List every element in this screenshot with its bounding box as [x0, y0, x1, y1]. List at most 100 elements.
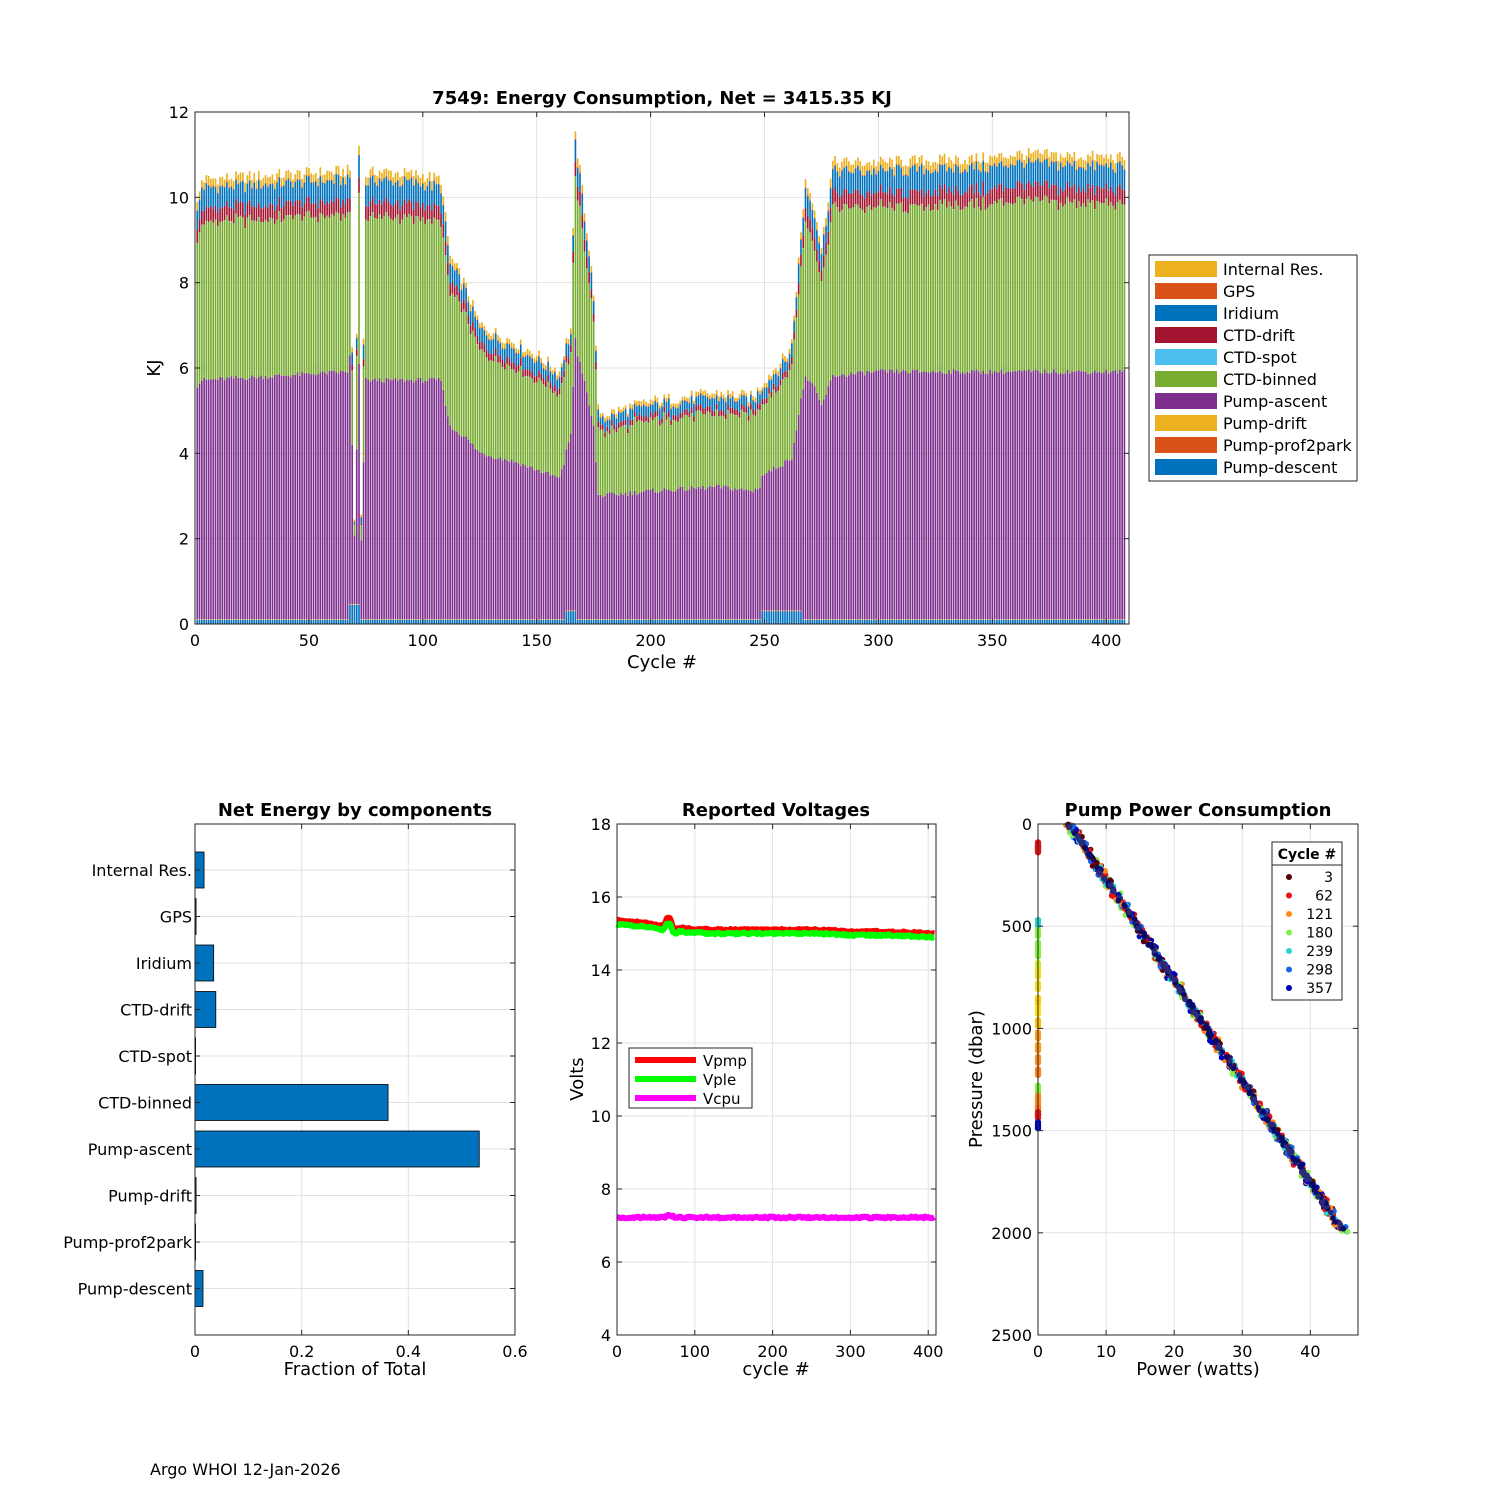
bar-segment-iridium: [898, 165, 900, 188]
bar-segment-gps: [333, 183, 335, 184]
energy-bar-cycle: [351, 347, 353, 624]
bar-segment-pump-ascent: [802, 390, 804, 620]
bar-segment-pump-descent: [641, 620, 643, 624]
bar-segment-pump-descent: [367, 620, 369, 624]
bar-segment-internal-res: [1044, 150, 1046, 159]
bar-segment-pump-descent: [932, 620, 934, 624]
bar-segment-ctd-drift: [351, 365, 353, 371]
bar-segment-iridium: [258, 180, 260, 203]
bar-segment-iridium: [518, 354, 520, 365]
bar-segment-internal-res: [515, 348, 517, 352]
bar-segment-pump-descent: [923, 620, 925, 624]
bar-segment-ctd-binned: [258, 217, 260, 376]
energy-bar-cycle: [821, 248, 823, 624]
bar-segment-pump-descent: [679, 620, 681, 624]
bar-segment-pump-descent: [240, 620, 242, 624]
energy-bar-cycle: [545, 365, 547, 624]
bar-segment-pump-descent: [381, 620, 383, 624]
bar-segment-ctd-drift: [292, 206, 294, 220]
bar-segment-iridium: [388, 180, 390, 202]
bar-segment-pump-ascent: [212, 379, 214, 619]
bar-segment-iridium: [370, 178, 372, 201]
bar-segment-internal-res: [315, 173, 317, 181]
energy-bar-cycle: [730, 394, 732, 624]
bar-segment-ctd-drift: [700, 405, 702, 411]
energy-bar-cycle: [495, 328, 497, 624]
bar-segment-pump-descent: [987, 620, 989, 624]
bar-segment-ctd-binned: [301, 221, 303, 372]
energy-bar-cycle: [912, 156, 914, 624]
bar-segment-pump-ascent: [552, 475, 554, 619]
bar-segment-internal-res: [837, 163, 839, 171]
bar-segment-pump-ascent: [556, 477, 558, 619]
bar-segment-internal-res: [493, 333, 495, 338]
bar-segment-internal-res: [960, 164, 962, 172]
bar-segment-pump-ascent: [294, 375, 296, 619]
bar-segment-internal-res: [759, 390, 761, 394]
bar-segment-internal-res: [966, 164, 968, 171]
energy-bar-cycle: [948, 157, 950, 624]
energy-bar-cycle: [242, 173, 244, 624]
bar-segment-pump-descent: [395, 620, 397, 624]
bar-segment-ctd-binned: [793, 340, 795, 443]
energy-bar-cycle: [625, 405, 627, 624]
bar-segment-ctd-binned: [340, 221, 342, 370]
bar-segment-internal-res: [285, 171, 287, 180]
bar-segment-iridium: [470, 312, 472, 326]
bar-segment-ctd-binned: [1007, 203, 1009, 371]
bar-segment-pump-ascent: [645, 490, 647, 619]
bar-segment-internal-res: [438, 176, 440, 184]
bar-segment-ctd-drift: [889, 187, 891, 202]
bar-segment-ctd-drift: [693, 417, 695, 422]
bar-segment-ctd-binned: [668, 417, 670, 489]
bar-segment-internal-res: [780, 364, 782, 368]
energy-bar-cycle: [497, 335, 499, 624]
bar-segment-ctd-drift: [267, 208, 269, 222]
bar-segment-ctd-binned: [281, 222, 283, 375]
bar-segment-gps: [684, 400, 686, 401]
energy-bar-cycle: [1085, 161, 1087, 624]
bar-segment-ctd-binned: [989, 205, 991, 370]
bar-segment-pump-descent: [401, 620, 403, 624]
bar-segment-pump-ascent: [490, 456, 492, 619]
bar-segment-gps: [611, 413, 613, 414]
bar-segment-pump-ascent: [543, 473, 545, 619]
bar-segment-pump-ascent: [1078, 370, 1080, 619]
bar-segment-internal-res: [812, 203, 814, 209]
energy-bar-cycle: [857, 158, 859, 624]
bar-segment-ctd-binned: [650, 418, 652, 490]
energy-bar-cycle: [670, 404, 672, 624]
bar-segment-internal-res: [789, 349, 791, 354]
bar-segment-ctd-binned: [449, 296, 451, 425]
energy-bar-cycle: [543, 363, 545, 624]
x-tick-label: 250: [749, 631, 780, 650]
bar-segment-iridium: [299, 180, 301, 200]
bar-segment-iridium: [916, 172, 918, 191]
energy-bar-cycle: [199, 191, 201, 624]
bar-segment-internal-res: [1094, 160, 1096, 169]
bar-segment-ctd-drift: [689, 412, 691, 418]
bar-segment-gps: [718, 401, 720, 402]
bar-segment-ctd-binned: [784, 377, 786, 460]
bar-segment-internal-res: [481, 322, 483, 327]
bar-segment-pump-ascent: [308, 373, 310, 619]
y-tick-label: 2: [179, 530, 189, 549]
bar-segment-internal-res: [219, 177, 221, 186]
bar-segment-ctd-drift: [231, 207, 233, 221]
bar-segment-iridium: [509, 345, 511, 359]
bar-segment-pump-descent: [634, 620, 636, 624]
bar-segment-iridium: [351, 353, 353, 365]
bar-segment-pump-descent: [358, 605, 360, 624]
bar-segment-internal-res: [978, 161, 980, 169]
energy-bar-cycle: [759, 390, 761, 624]
bar-segment-ctd-drift: [506, 356, 508, 363]
bar-segment-pump-descent: [483, 620, 485, 624]
bar-segment-ctd-binned: [319, 213, 321, 372]
bar-segment-ctd-drift: [909, 190, 911, 205]
energy-bar-cycle: [1071, 157, 1073, 624]
bar-segment-gps: [1021, 162, 1023, 163]
energy-bar-cycle: [707, 393, 709, 624]
bar-segment-gps: [349, 177, 351, 178]
bar-segment-ctd-drift: [315, 203, 317, 217]
bar-segment-gps: [559, 376, 561, 377]
